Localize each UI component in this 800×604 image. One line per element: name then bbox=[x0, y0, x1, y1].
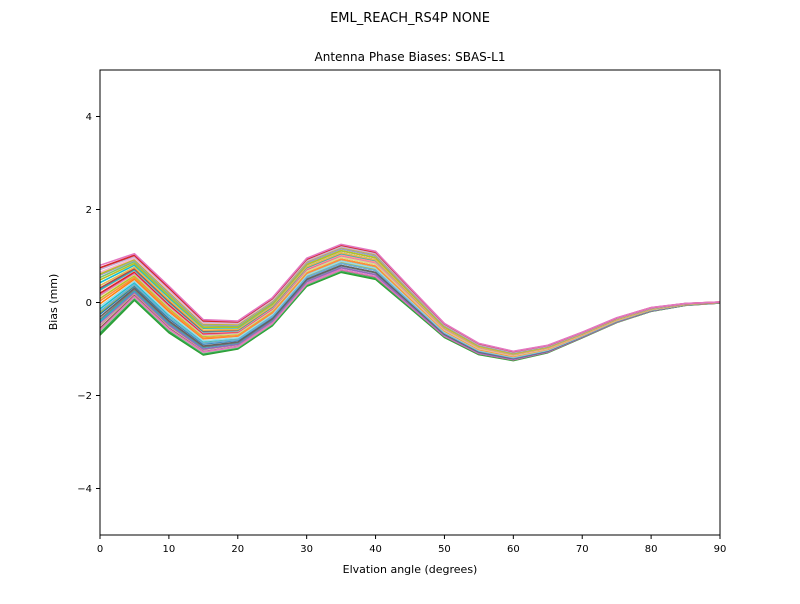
tick-label: 50 bbox=[438, 544, 451, 555]
tick-label: 20 bbox=[231, 544, 244, 555]
chart-subtitle: Antenna Phase Biases: SBAS-L1 bbox=[315, 50, 506, 64]
tick-label: 10 bbox=[163, 544, 176, 555]
x-axis-label: Elvation angle (degrees) bbox=[343, 563, 478, 576]
tick-label: 80 bbox=[645, 544, 658, 555]
y-axis-label: Bias (mm) bbox=[47, 274, 60, 331]
series-lines bbox=[100, 243, 720, 362]
tick-label: −2 bbox=[77, 391, 92, 402]
tick-label: 2 bbox=[86, 205, 92, 216]
tick-label: 0 bbox=[86, 298, 92, 309]
tick-label: 70 bbox=[576, 544, 589, 555]
axis-ticks: 0 10 20 30 40 50 60 70 80 90 −4 −2 0 2 4 bbox=[77, 112, 726, 555]
tick-label: 90 bbox=[714, 544, 727, 555]
chart-title: EML_REACH_RS4P NONE bbox=[330, 11, 490, 26]
tick-label: 0 bbox=[97, 544, 103, 555]
tick-label: 4 bbox=[86, 112, 92, 123]
tick-label: 40 bbox=[369, 544, 382, 555]
tick-label: 60 bbox=[507, 544, 520, 555]
tick-label: −4 bbox=[77, 484, 92, 495]
tick-label: 30 bbox=[300, 544, 313, 555]
series-line bbox=[100, 243, 720, 353]
